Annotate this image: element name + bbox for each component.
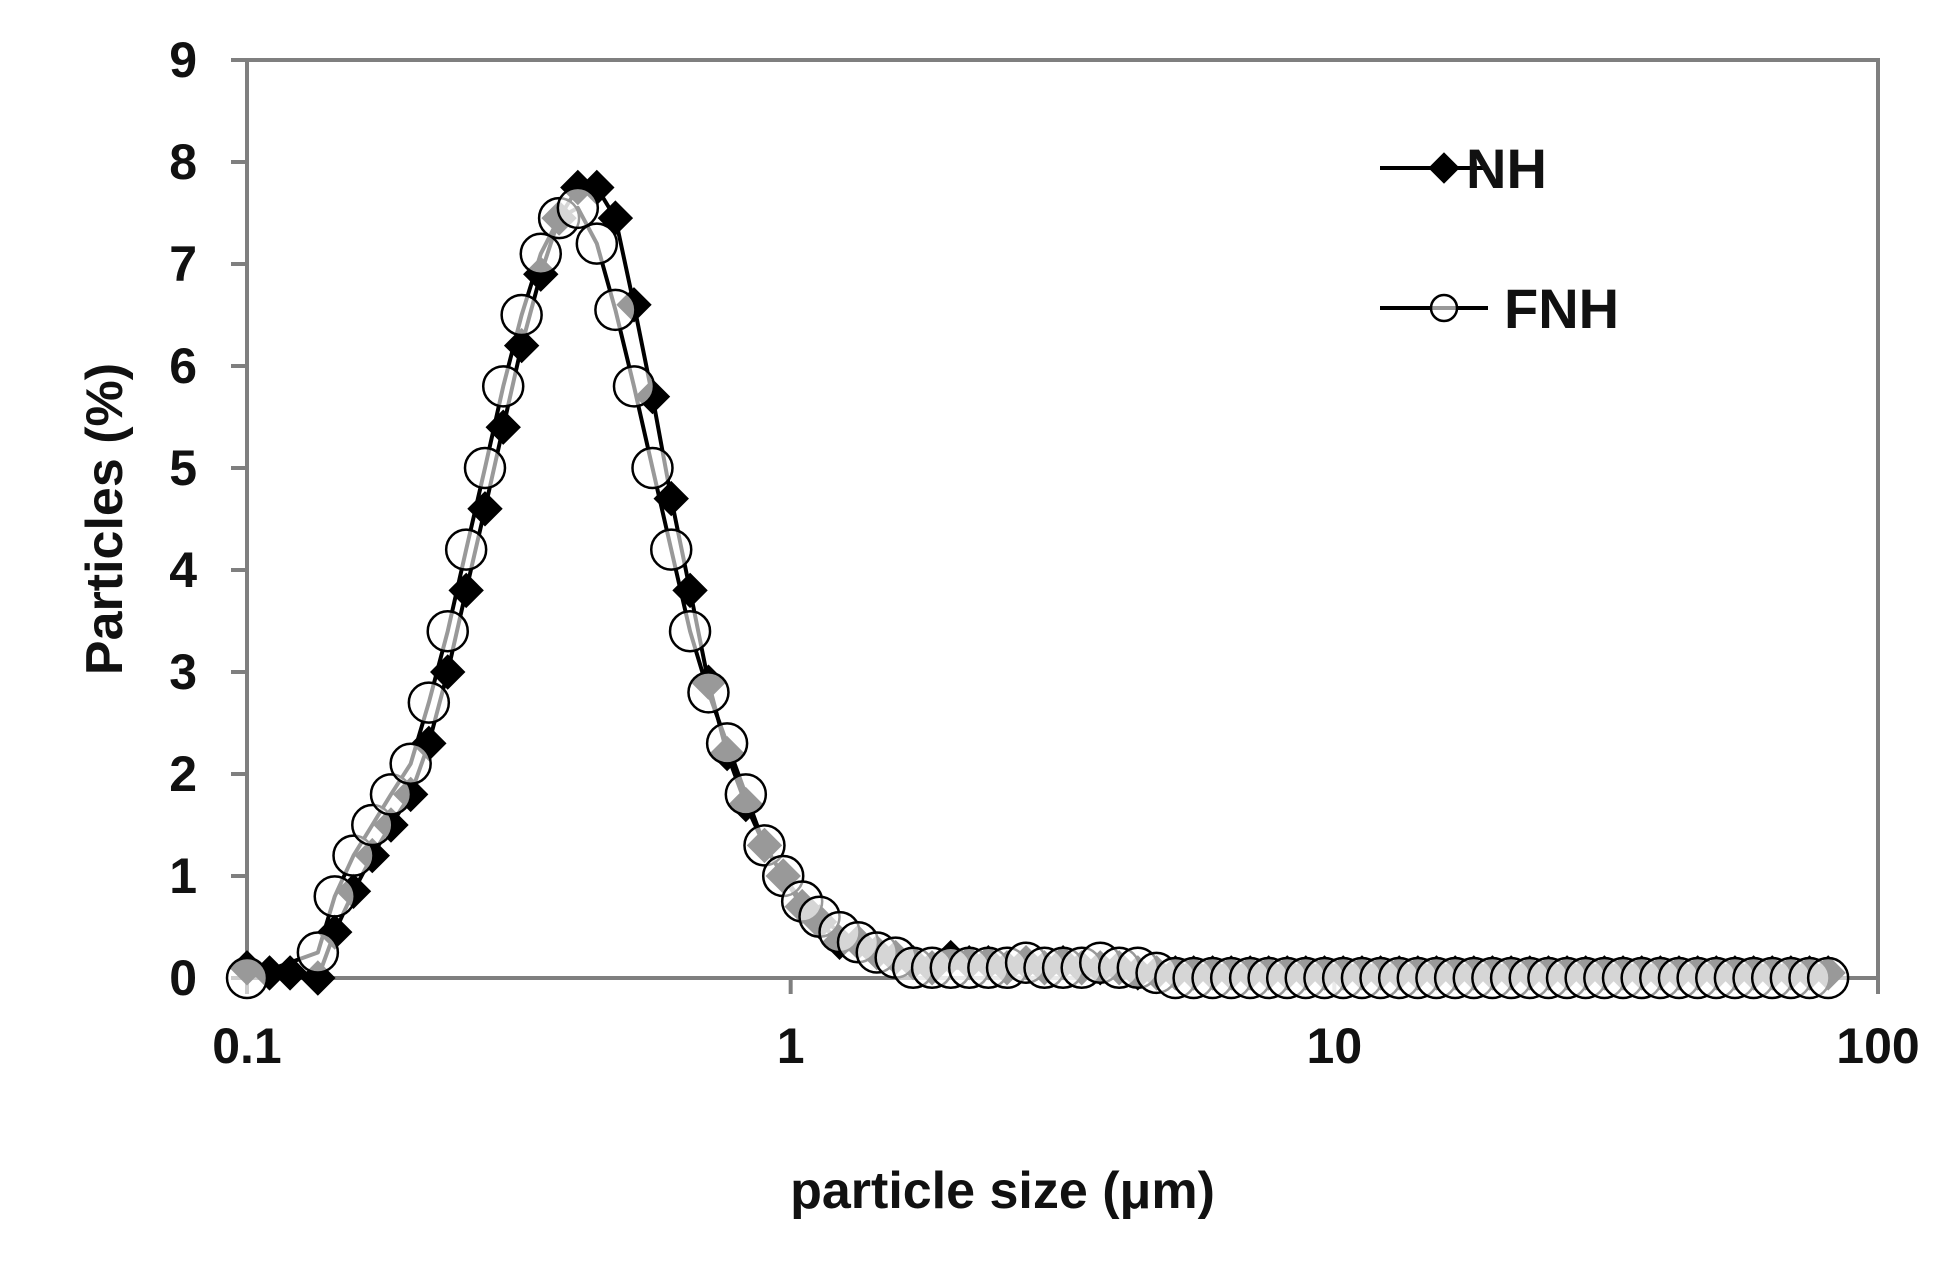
data-point-fnh	[389, 742, 432, 786]
data-point-fnh	[463, 446, 507, 490]
data-point-fnh	[444, 528, 488, 571]
data-point-fnh	[426, 609, 469, 653]
data-point-fnh	[1806, 956, 1850, 1000]
data-point-fnh	[481, 365, 525, 408]
data-point-fnh	[313, 875, 356, 918]
legend-marker-nh	[1428, 152, 1460, 184]
legend: NH FNH	[1380, 137, 1619, 340]
y-tick-label: 1	[169, 848, 197, 904]
legend-marker-fnh	[1429, 293, 1459, 323]
data-point-fnh	[519, 232, 563, 276]
data-point-nh	[467, 491, 503, 527]
series-fnh	[225, 186, 1850, 1000]
data-point-fnh	[556, 186, 600, 230]
data-point-nh	[503, 327, 540, 364]
x-tick-label: 10	[1307, 1018, 1363, 1074]
data-point-fnh	[575, 222, 619, 265]
x-tick-label: 100	[1836, 1018, 1919, 1074]
legend-label-nh: NH	[1466, 137, 1547, 200]
legend-item-fnh: FNH	[1380, 277, 1619, 340]
data-point-fnh	[743, 824, 786, 867]
y-tick-label: 8	[169, 134, 197, 190]
y-tick-label: 5	[169, 440, 197, 496]
y-tick-label: 9	[169, 32, 197, 88]
data-point-fnh	[687, 671, 730, 714]
data-point-fnh	[332, 834, 375, 877]
y-tick-label: 4	[169, 542, 197, 598]
x-axis-tick-labels: 0.1 1 10 100	[212, 1018, 1919, 1074]
y-tick-label: 6	[169, 338, 197, 394]
data-point-fnh	[649, 528, 693, 571]
data-point-fnh	[594, 288, 637, 332]
data-point-fnh	[705, 722, 749, 765]
y-axis-tick-labels: 0 1 2 3 4 5 6 7 8 9	[169, 32, 197, 1006]
y-axis-title: Particles (%)	[76, 363, 134, 675]
data-point-fnh	[351, 803, 394, 847]
data-point-fnh	[668, 609, 712, 653]
y-tick-label: 3	[169, 644, 197, 700]
data-point-fnh	[369, 773, 413, 816]
data-point-fnh	[407, 681, 451, 724]
x-tick-label: 1	[777, 1018, 805, 1074]
data-point-fnh	[225, 956, 269, 1000]
data-point-nh	[448, 572, 484, 609]
data-point-fnh	[612, 365, 656, 408]
legend-item-nh: NH	[1380, 137, 1547, 200]
y-tick-label: 7	[169, 236, 197, 292]
y-tick-label: 0	[169, 950, 197, 1006]
data-point-fnh	[631, 446, 674, 490]
x-tick-label: 0.1	[212, 1018, 282, 1074]
data-point-fnh	[724, 773, 768, 816]
data-point-fnh	[296, 931, 340, 974]
y-tick-label: 2	[169, 746, 197, 802]
data-point-fnh	[500, 293, 543, 337]
series-layer	[225, 169, 1850, 1000]
legend-label-fnh: FNH	[1504, 277, 1619, 340]
x-axis-title: particle size (μm)	[790, 1162, 1215, 1220]
